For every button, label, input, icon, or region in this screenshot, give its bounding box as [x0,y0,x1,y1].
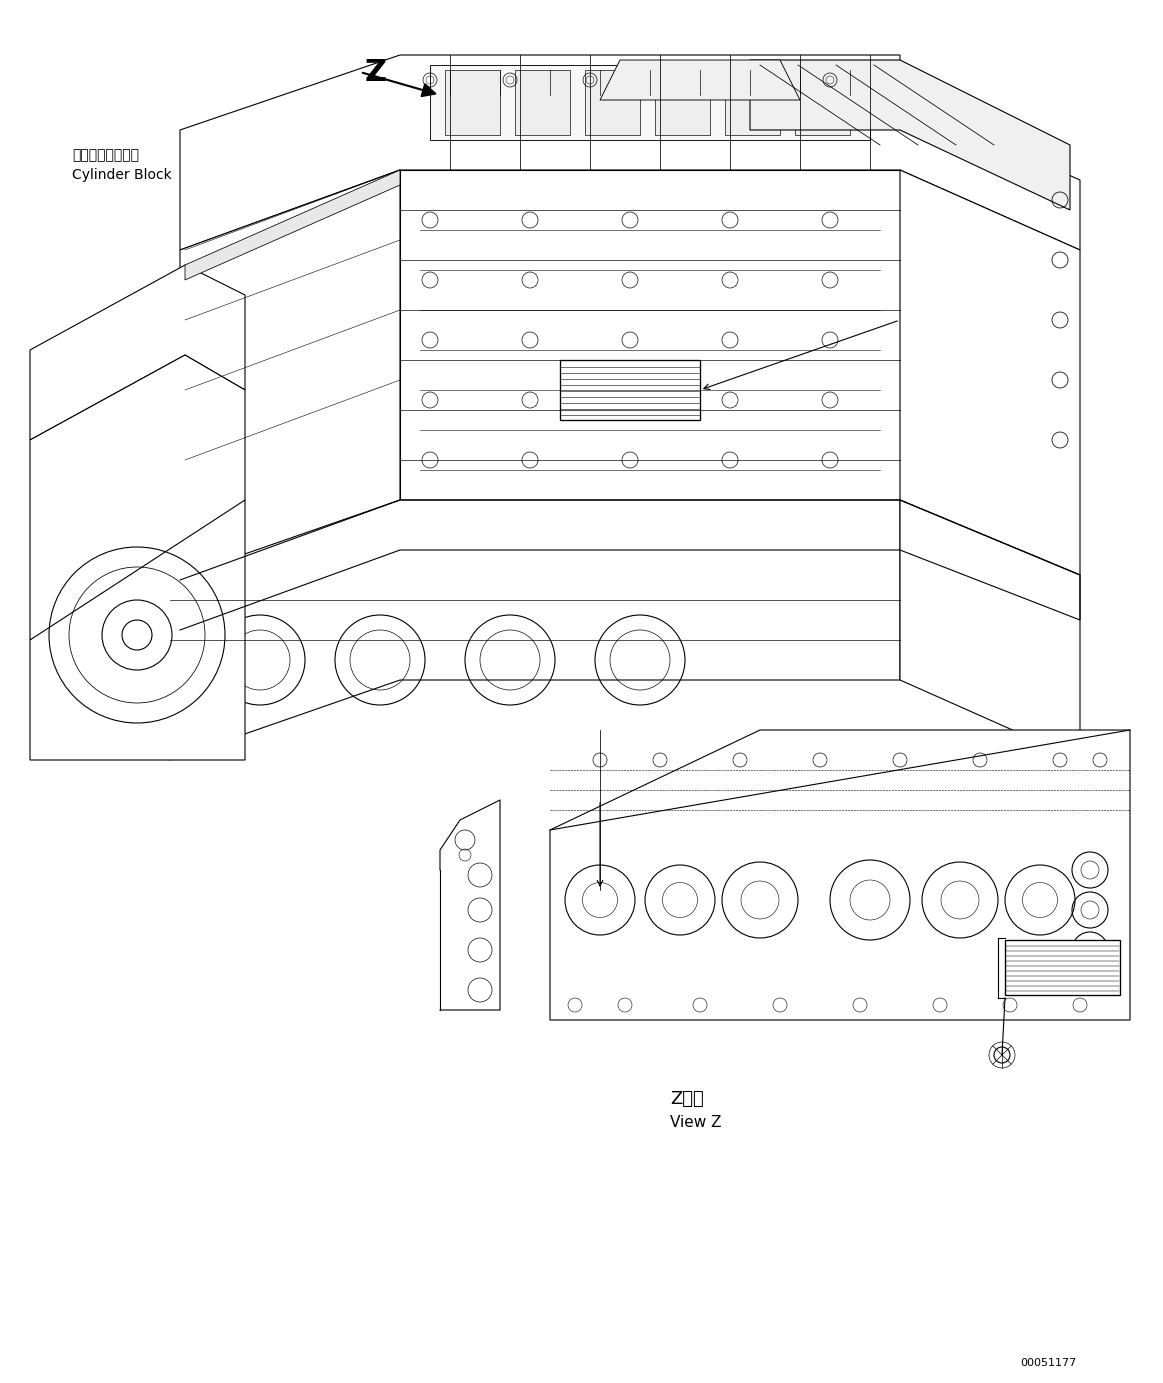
Polygon shape [180,55,1080,250]
Text: Cylinder Block: Cylinder Block [72,167,172,183]
Text: View Z: View Z [670,1115,721,1130]
Text: シリンダブロック: シリンダブロック [72,148,140,162]
Text: Z: Z [365,58,387,87]
Polygon shape [600,59,800,100]
Polygon shape [30,501,245,761]
Polygon shape [515,71,570,136]
Polygon shape [900,170,1080,575]
Polygon shape [900,501,1080,761]
Polygon shape [655,71,709,136]
Polygon shape [445,71,500,136]
Polygon shape [430,65,870,140]
Polygon shape [585,71,640,136]
Polygon shape [30,355,245,640]
Polygon shape [185,170,400,279]
Polygon shape [40,300,240,721]
Polygon shape [725,71,780,136]
Polygon shape [550,730,1130,1021]
Polygon shape [170,501,900,761]
Polygon shape [400,170,900,501]
Polygon shape [180,170,400,579]
Text: 00051177: 00051177 [1020,1358,1076,1368]
Polygon shape [750,59,1070,210]
Polygon shape [30,266,245,440]
Polygon shape [1005,940,1120,994]
Text: Z　視: Z 視 [670,1090,704,1108]
Polygon shape [561,360,700,420]
Polygon shape [795,71,850,136]
